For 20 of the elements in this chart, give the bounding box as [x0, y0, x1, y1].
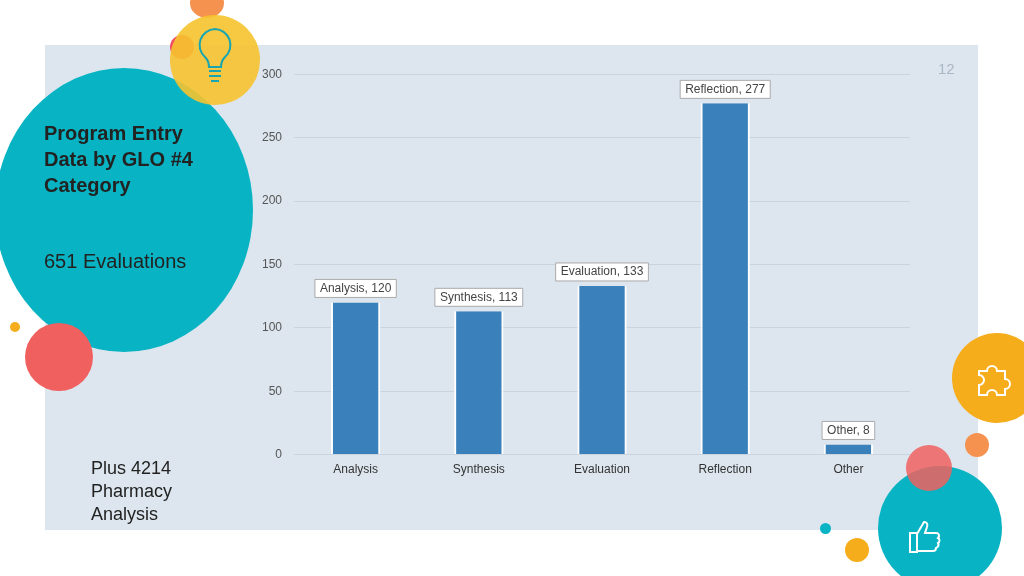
x-tick-label: Other: [833, 462, 864, 477]
y-tick-label: 200: [261, 193, 283, 208]
y-tick-label: 300: [261, 66, 283, 81]
data-label: Analysis, 120: [319, 280, 392, 295]
y-tick-label: 250: [261, 129, 283, 144]
data-label: Synthesis, 113: [439, 289, 519, 304]
data-label: Other, 8: [827, 422, 871, 437]
y-tick-label: 0: [275, 446, 283, 461]
y-tick-label: 150: [261, 256, 283, 271]
x-tick-label: Analysis: [333, 462, 378, 477]
x-tick-label: Reflection: [698, 462, 752, 477]
x-tick-label: Evaluation: [573, 462, 631, 477]
y-tick-label: 50: [268, 383, 283, 398]
x-tick-label: Synthesis: [452, 462, 505, 477]
text: 651 Evaluations: [44, 250, 187, 273]
y-tick-label: 100: [261, 320, 283, 335]
text: Program Entry Data by GLO #4 Category: [44, 121, 194, 198]
data-label: Reflection, 277: [685, 81, 766, 96]
data-label: Evaluation, 133: [560, 264, 644, 279]
text: Plus 4214 Pharmacy Analysis: [91, 457, 174, 526]
